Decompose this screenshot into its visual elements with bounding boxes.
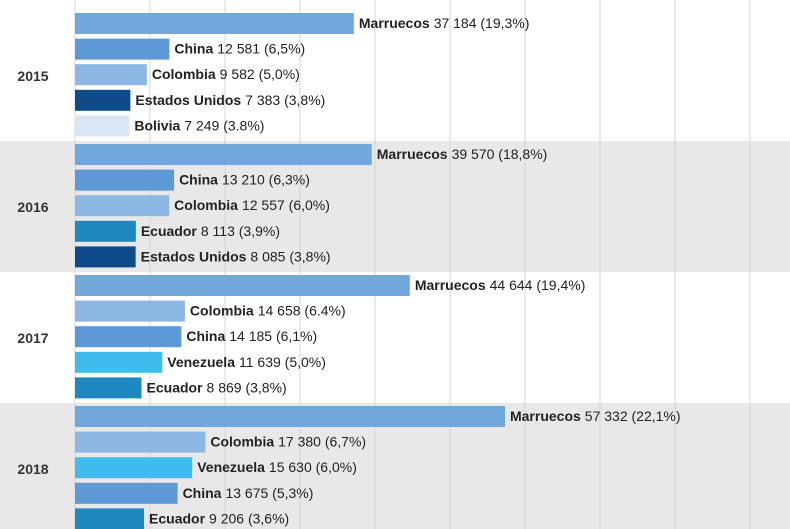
bar — [75, 326, 182, 348]
value-label: 15 630 (6,0%) — [269, 459, 357, 475]
value-label: 13 210 (6,3%) — [222, 171, 310, 187]
value-label: 7 249 (3.8%) — [184, 117, 264, 133]
group-label: 2016 — [17, 199, 48, 215]
bar-label: Marruecos 57 332 (22,1%) — [510, 408, 681, 424]
bar — [75, 406, 505, 427]
category-label: Colombia — [152, 66, 216, 82]
group-label: 2015 — [17, 68, 48, 84]
value-label: 9 582 (5,0%) — [220, 66, 300, 82]
bar — [75, 246, 136, 268]
bar — [75, 457, 193, 479]
bar — [75, 169, 175, 191]
bar-label: Marruecos 37 184 (19,3%) — [359, 15, 530, 31]
category-label: Colombia — [210, 433, 274, 449]
group-label: 2017 — [17, 330, 48, 346]
bar-label: Colombia 12 557 (6,0%) — [174, 197, 330, 213]
bar — [75, 220, 136, 242]
value-label: 44 644 (19,4%) — [490, 277, 586, 293]
category-label: China — [186, 328, 225, 344]
category-label: Colombia — [174, 197, 238, 213]
bar — [75, 508, 145, 529]
category-label: Ecuador — [147, 379, 204, 395]
category-label: Marruecos — [415, 277, 486, 293]
bar — [75, 300, 185, 322]
value-label: 8 869 (3,8%) — [207, 379, 287, 395]
bar — [75, 195, 170, 217]
value-label: 14 658 (6.4%) — [258, 302, 346, 318]
bar-label: Colombia 14 658 (6.4%) — [190, 302, 346, 318]
bar — [75, 115, 130, 137]
bar-label: Ecuador 8 113 (3,9%) — [141, 223, 280, 239]
category-label: Marruecos — [510, 408, 581, 424]
bar — [75, 275, 410, 296]
value-label: 8 113 (3,9%) — [201, 223, 280, 239]
bar — [75, 351, 163, 373]
bar — [75, 377, 142, 399]
category-label: Colombia — [190, 302, 254, 318]
category-label: Marruecos — [359, 15, 430, 31]
bar-label: Bolivia 7 249 (3.8%) — [134, 117, 264, 133]
bar-label: Venezuela 15 630 (6,0%) — [197, 459, 357, 475]
value-label: 8 085 (3,8%) — [250, 248, 330, 264]
category-label: Estados Unidos — [135, 92, 241, 108]
bar-label: China 12 581 (6,5%) — [174, 40, 305, 56]
category-label: Estados Unidos — [141, 248, 247, 264]
bar-label: Estados Unidos 7 383 (3,8%) — [135, 92, 325, 108]
bar-label: Estados Unidos 8 085 (3,8%) — [141, 248, 331, 264]
bar-label: Marruecos 39 570 (18,8%) — [377, 146, 548, 162]
category-label: China — [174, 40, 213, 56]
category-label: Bolivia — [134, 117, 180, 133]
bar — [75, 13, 354, 34]
category-label: Venezuela — [197, 459, 265, 475]
value-label: 57 332 (22,1%) — [585, 408, 681, 424]
bar — [75, 431, 206, 453]
bar-label: China 13 210 (6,3%) — [179, 171, 310, 187]
bar — [75, 38, 170, 60]
value-label: 37 184 (19,3%) — [434, 15, 530, 31]
value-label: 12 581 (6,5%) — [217, 40, 305, 56]
category-label: China — [179, 171, 218, 187]
bar — [75, 64, 147, 86]
bar-label: Ecuador 9 206 (3,6%) — [149, 510, 289, 526]
bar-label: Colombia 17 380 (6,7%) — [210, 433, 366, 449]
value-label: 14 185 (6,1%) — [229, 328, 317, 344]
bar-label: Venezuela 11 639 (5,0%) — [167, 354, 326, 370]
bar — [75, 482, 178, 504]
bar — [75, 89, 131, 111]
value-label: 13 675 (5,3%) — [225, 485, 313, 501]
category-label: Marruecos — [377, 146, 448, 162]
value-label: 39 570 (18,8%) — [452, 146, 548, 162]
value-label: 9 206 (3,6%) — [209, 510, 289, 526]
bar-label: Marruecos 44 644 (19,4%) — [415, 277, 586, 293]
value-label: 7 383 (3,8%) — [245, 92, 325, 108]
value-label: 11 639 (5,0%) — [239, 354, 326, 370]
bar-label: China 14 185 (6,1%) — [186, 328, 317, 344]
category-label: Ecuador — [141, 223, 198, 239]
category-label: China — [183, 485, 222, 501]
category-label: Venezuela — [167, 354, 235, 370]
bar-label: Colombia 9 582 (5,0%) — [152, 66, 300, 82]
group-label: 2018 — [17, 461, 48, 477]
bar-label: Ecuador 8 869 (3,8%) — [147, 379, 287, 395]
bar — [75, 144, 372, 165]
bar-label: China 13 675 (5,3%) — [183, 485, 314, 501]
category-label: Ecuador — [149, 510, 206, 526]
value-label: 12 557 (6,0%) — [242, 197, 330, 213]
value-label: 17 380 (6,7%) — [278, 433, 366, 449]
